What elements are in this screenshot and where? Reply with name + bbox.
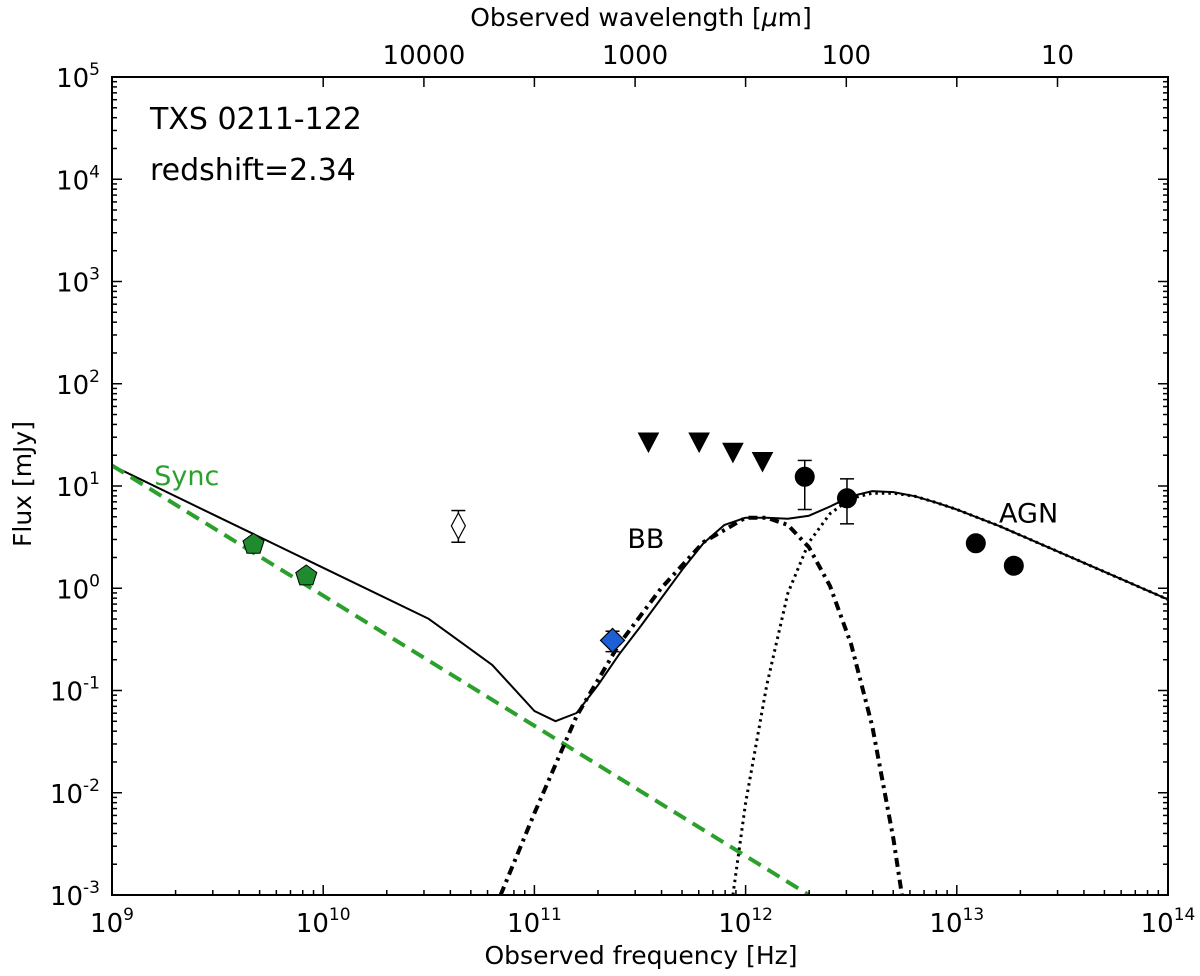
top-tick-label: 1000 bbox=[602, 41, 668, 71]
series-agn-model bbox=[731, 491, 1168, 895]
y-tick-label: 104 bbox=[56, 162, 100, 196]
data-point-triangle-down bbox=[688, 432, 710, 454]
top-tick-label: 10 bbox=[1041, 41, 1074, 71]
data-point-triangle-down bbox=[722, 442, 744, 464]
y-tick-label: 100 bbox=[56, 571, 100, 605]
y-tick-label: 101 bbox=[56, 469, 100, 503]
annotation-agn: AGN bbox=[999, 499, 1058, 530]
series-sync-powerlaw bbox=[112, 463, 811, 895]
x-tick-label: 1011 bbox=[507, 905, 562, 939]
axis-ticks: 109 1010 1011 1012 1013 1014 10-3 10-2 10-1 100 10… bbox=[50, 41, 1195, 939]
data-point-pentagon bbox=[242, 532, 265, 554]
data-point-diamond bbox=[599, 627, 626, 654]
y-tick-label: 10-2 bbox=[50, 776, 100, 810]
y-tick-label: 10-1 bbox=[50, 674, 100, 708]
series-blackbody bbox=[498, 515, 904, 895]
marker-diamond bbox=[599, 627, 626, 654]
x-tick-label: 1012 bbox=[718, 905, 773, 939]
data-points bbox=[242, 432, 1024, 654]
marker-open-diamond bbox=[450, 511, 467, 541]
data-point-circle bbox=[836, 478, 857, 525]
marker-circle bbox=[836, 488, 857, 509]
x-tick-label: 1014 bbox=[1141, 905, 1196, 939]
data-point-pentagon bbox=[295, 564, 318, 586]
marker-triangle-down bbox=[637, 432, 660, 454]
x-tick-label: 1013 bbox=[929, 905, 984, 939]
marker-circle bbox=[794, 466, 815, 487]
data-point-circle bbox=[965, 533, 986, 554]
data-point-open-diamond bbox=[450, 509, 467, 543]
y-tick-label: 10-3 bbox=[50, 878, 100, 912]
top-tick-label: 100 bbox=[821, 41, 871, 71]
annotation-bb: BB bbox=[627, 524, 664, 555]
y-tick-label: 105 bbox=[56, 60, 100, 94]
y-tick-label: 103 bbox=[56, 265, 100, 299]
model-curves bbox=[112, 463, 1168, 895]
y-tick-label: 102 bbox=[56, 367, 100, 401]
series-total-model bbox=[112, 464, 1168, 723]
y-axis-label: Flux [mJy] bbox=[8, 421, 37, 547]
annotation-sync: Sync bbox=[154, 461, 219, 492]
marker-pentagon bbox=[242, 532, 265, 554]
top-tick-label: 10000 bbox=[383, 41, 466, 71]
marker-triangle-down bbox=[722, 442, 744, 464]
data-point-circle bbox=[1003, 555, 1024, 576]
curve-annotations: Sync BB AGN bbox=[154, 461, 1058, 555]
top-axis-label: Observed wavelength [μm] bbox=[470, 3, 812, 32]
data-point-triangle-down bbox=[637, 432, 660, 454]
marker-triangle-down bbox=[751, 451, 774, 473]
marker-circle bbox=[1003, 555, 1024, 576]
x-tick-label: 1010 bbox=[296, 905, 351, 939]
plot-frame bbox=[111, 76, 1169, 896]
data-point-circle bbox=[794, 459, 815, 511]
x-axis-label: Observed frequency [Hz] bbox=[485, 941, 798, 970]
marker-circle bbox=[965, 533, 986, 554]
data-point-triangle-down bbox=[751, 451, 774, 473]
x-tick-label: 109 bbox=[90, 905, 134, 939]
title-line-2: redshift=2.34 bbox=[150, 153, 356, 188]
title-line-1: TXS 0211-122 bbox=[149, 102, 362, 137]
marker-triangle-down bbox=[688, 432, 710, 454]
marker-pentagon bbox=[295, 564, 318, 586]
